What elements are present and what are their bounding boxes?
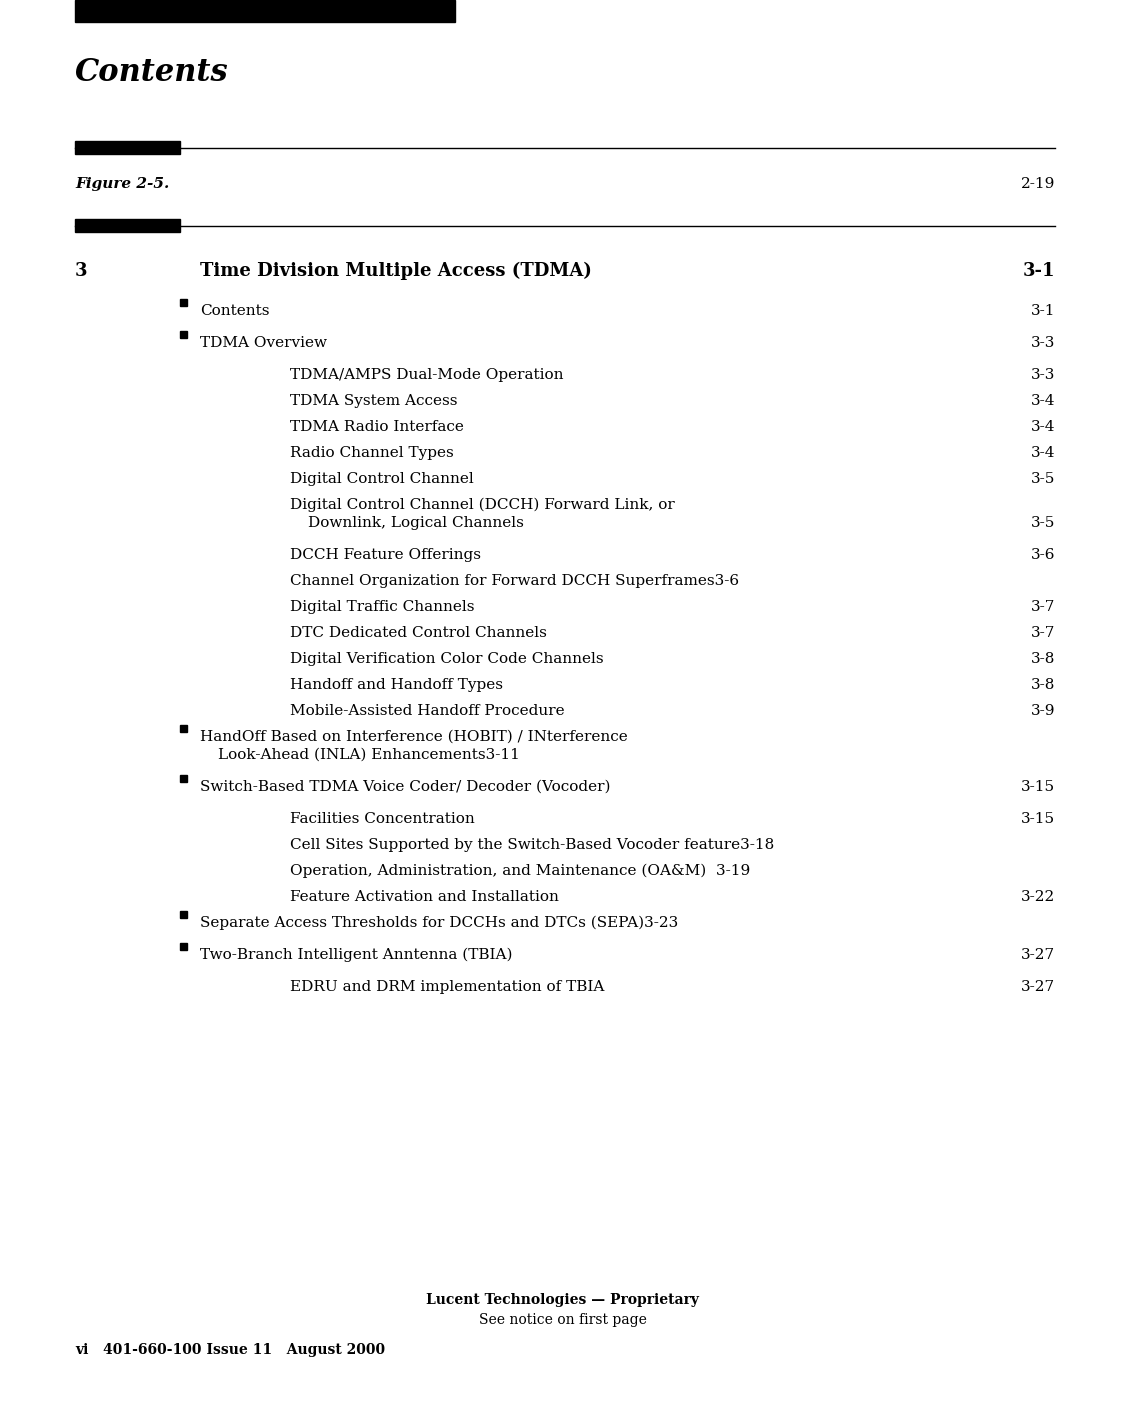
Text: TDMA Overview: TDMA Overview <box>200 336 327 350</box>
Text: Digital Traffic Channels: Digital Traffic Channels <box>290 600 475 614</box>
Text: TDMA Radio Interface: TDMA Radio Interface <box>290 419 464 433</box>
Bar <box>180 775 187 781</box>
Text: Handoff and Handoff Types: Handoff and Handoff Types <box>290 678 503 692</box>
Text: 3-7: 3-7 <box>1030 600 1055 614</box>
Text: Switch-Based TDMA Voice Coder/ Decoder (Vocoder): Switch-Based TDMA Voice Coder/ Decoder (… <box>200 779 611 794</box>
Text: Cell Sites Supported by the Switch-Based Vocoder feature3-18: Cell Sites Supported by the Switch-Based… <box>290 837 774 851</box>
Bar <box>180 724 187 731</box>
Text: Facilities Concentration: Facilities Concentration <box>290 812 475 826</box>
Text: EDRU and DRM implementation of TBIA: EDRU and DRM implementation of TBIA <box>290 980 604 994</box>
Text: 3: 3 <box>75 263 88 280</box>
Text: Look-Ahead (INLA) Enhancements3-11: Look-Ahead (INLA) Enhancements3-11 <box>218 748 520 762</box>
Text: 2-19: 2-19 <box>1020 176 1055 191</box>
Text: Time Division Multiple Access (TDMA): Time Division Multiple Access (TDMA) <box>200 263 592 280</box>
Text: 3-1: 3-1 <box>1023 263 1055 280</box>
Text: Feature Activation and Installation: Feature Activation and Installation <box>290 890 559 904</box>
Text: 3-8: 3-8 <box>1030 652 1055 666</box>
Bar <box>75 219 180 232</box>
Bar <box>180 298 187 305</box>
Text: Two-Branch Intelligent Anntenna (TBIA): Two-Branch Intelligent Anntenna (TBIA) <box>200 947 513 963</box>
Text: vi   401-660-100 Issue 11   August 2000: vi 401-660-100 Issue 11 August 2000 <box>75 1343 385 1357</box>
Text: 3-27: 3-27 <box>1020 980 1055 994</box>
Text: Channel Organization for Forward DCCH Superframes3-6: Channel Organization for Forward DCCH Su… <box>290 575 739 587</box>
Text: TDMA/AMPS Dual-Mode Operation: TDMA/AMPS Dual-Mode Operation <box>290 369 564 383</box>
Text: Contents: Contents <box>200 304 270 318</box>
Text: 3-4: 3-4 <box>1030 394 1055 408</box>
Text: Figure 2-5.: Figure 2-5. <box>75 176 169 191</box>
Bar <box>180 942 187 949</box>
Text: Contents: Contents <box>75 56 228 88</box>
Text: Digital Control Channel (DCCH) Forward Link, or: Digital Control Channel (DCCH) Forward L… <box>290 498 675 513</box>
Text: Radio Channel Types: Radio Channel Types <box>290 446 453 460</box>
Bar <box>75 141 180 154</box>
Text: Digital Control Channel: Digital Control Channel <box>290 472 474 486</box>
Text: 3-7: 3-7 <box>1030 626 1055 640</box>
Text: Operation, Administration, and Maintenance (OA&M)  3-19: Operation, Administration, and Maintenan… <box>290 864 750 878</box>
Text: 3-4: 3-4 <box>1030 419 1055 433</box>
Text: 3-3: 3-3 <box>1030 369 1055 383</box>
Text: 3-4: 3-4 <box>1030 446 1055 460</box>
Bar <box>75 0 454 23</box>
Text: Digital Verification Color Code Channels: Digital Verification Color Code Channels <box>290 652 604 666</box>
Text: Lucent Technologies — Proprietary: Lucent Technologies — Proprietary <box>426 1293 699 1308</box>
Text: 3-5: 3-5 <box>1030 515 1055 530</box>
Text: 3-9: 3-9 <box>1030 705 1055 717</box>
Bar <box>180 911 187 918</box>
Text: TDMA System Access: TDMA System Access <box>290 394 458 408</box>
Text: DTC Dedicated Control Channels: DTC Dedicated Control Channels <box>290 626 547 640</box>
Text: DCCH Feature Offerings: DCCH Feature Offerings <box>290 548 482 562</box>
Text: 3-15: 3-15 <box>1020 779 1055 794</box>
Text: 3-27: 3-27 <box>1020 947 1055 962</box>
Text: See notice on first page: See notice on first page <box>478 1313 647 1327</box>
Text: 3-8: 3-8 <box>1030 678 1055 692</box>
Text: HandOff Based on Interference (HOBIT) / INterference: HandOff Based on Interference (HOBIT) / … <box>200 730 628 744</box>
Text: Mobile-Assisted Handoff Procedure: Mobile-Assisted Handoff Procedure <box>290 705 565 717</box>
Text: 3-22: 3-22 <box>1020 890 1055 904</box>
Text: 3-5: 3-5 <box>1030 472 1055 486</box>
Text: 3-1: 3-1 <box>1030 304 1055 318</box>
Bar <box>180 330 187 337</box>
Text: 3-6: 3-6 <box>1030 548 1055 562</box>
Text: 3-15: 3-15 <box>1020 812 1055 826</box>
Text: Downlink, Logical Channels: Downlink, Logical Channels <box>308 515 524 530</box>
Text: Separate Access Thresholds for DCCHs and DTCs (SEPA)3-23: Separate Access Thresholds for DCCHs and… <box>200 916 678 931</box>
Text: 3-3: 3-3 <box>1030 336 1055 350</box>
